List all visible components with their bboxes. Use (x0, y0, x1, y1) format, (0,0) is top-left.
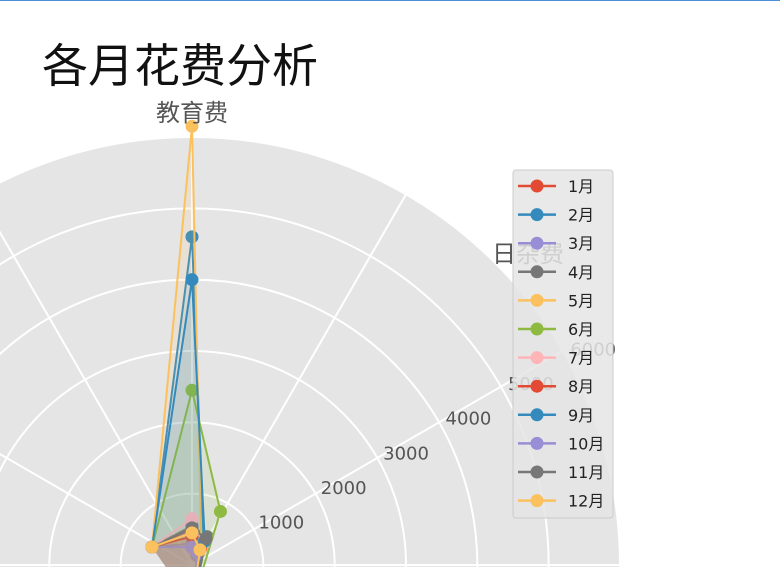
legend-swatch-marker (530, 265, 544, 279)
legend-label: 10月 (568, 434, 604, 453)
radial-tick-label: 2000 (321, 478, 367, 499)
series-area (152, 279, 205, 567)
radar-background (0, 137, 620, 567)
legend-swatch-marker (530, 351, 544, 365)
data-point (193, 543, 207, 557)
grid-spoke (191, 193, 407, 566)
legend-label: 6月 (568, 320, 594, 339)
legend-label: 5月 (568, 291, 594, 310)
legend-entry: 8月 (518, 377, 594, 396)
legend-entry: 10月 (518, 434, 604, 453)
data-point (185, 512, 199, 526)
legend-label: 8月 (568, 377, 594, 396)
legend-label: 7月 (568, 349, 594, 368)
legend-swatch-marker (530, 465, 544, 479)
data-point (185, 526, 199, 540)
data-point (199, 532, 213, 546)
series-area (152, 547, 199, 567)
data-point (145, 540, 159, 554)
legend-label: 9月 (568, 406, 594, 425)
series-layer (145, 119, 227, 567)
legend-label: 3月 (568, 234, 594, 253)
data-point (185, 383, 199, 397)
data-point (213, 504, 227, 518)
legend: 1月 2月 3月 4月 5月 6月 7月 8月 9月 10月 11月 12月 (512, 169, 614, 519)
legend-entry: 5月 (518, 291, 594, 310)
radial-tick-label: 4000 (446, 409, 492, 430)
legend-swatch-marker (530, 236, 544, 250)
legend-entry: 6月 (518, 320, 594, 339)
series-line (151, 531, 202, 567)
legend-swatch-marker (530, 408, 544, 422)
legend-swatch-marker (530, 293, 544, 307)
series-area (152, 236, 204, 567)
legend-entry: 7月 (518, 349, 594, 368)
legend-entry: 12月 (518, 492, 604, 511)
legend-entry: 1月 (518, 177, 594, 196)
legend-entry: 11月 (518, 463, 604, 482)
legend-swatch-marker (530, 179, 544, 193)
legend-label: 4月 (568, 263, 594, 282)
radial-tick-label: 1000 (258, 512, 304, 533)
legend-label: 2月 (568, 206, 594, 225)
legend-entry: 2月 (518, 206, 594, 225)
radial-tick-label: 3000 (383, 443, 429, 464)
legend-label: 11月 (568, 463, 604, 482)
series-line (151, 279, 206, 567)
series-area (152, 532, 201, 567)
series-12 (145, 526, 207, 567)
legend-swatch-marker (530, 208, 544, 222)
series-area (152, 126, 202, 567)
legend-label: 12月 (568, 492, 604, 511)
legend-entry: 3月 (518, 234, 594, 253)
top-border (0, 0, 780, 1)
legend-swatch-marker (530, 379, 544, 393)
legend-box (512, 169, 614, 519)
legend-entry: 9月 (518, 406, 594, 425)
grid-spoke (191, 350, 564, 566)
grid-spoke (0, 452, 193, 566)
legend-swatch-marker (530, 436, 544, 450)
series-line (151, 389, 222, 567)
data-point (185, 119, 199, 133)
series-line (151, 126, 203, 567)
legend-entry: 4月 (518, 263, 594, 282)
series-area (152, 543, 198, 567)
chart-title: 各月花费分析 (42, 39, 318, 93)
legend-swatch-marker (530, 322, 544, 336)
data-point (185, 273, 199, 287)
series-line (151, 526, 208, 567)
legend-label: 1月 (568, 177, 594, 196)
axis-label-education: 教育费 (156, 99, 228, 127)
legend-swatch-marker (530, 494, 544, 508)
